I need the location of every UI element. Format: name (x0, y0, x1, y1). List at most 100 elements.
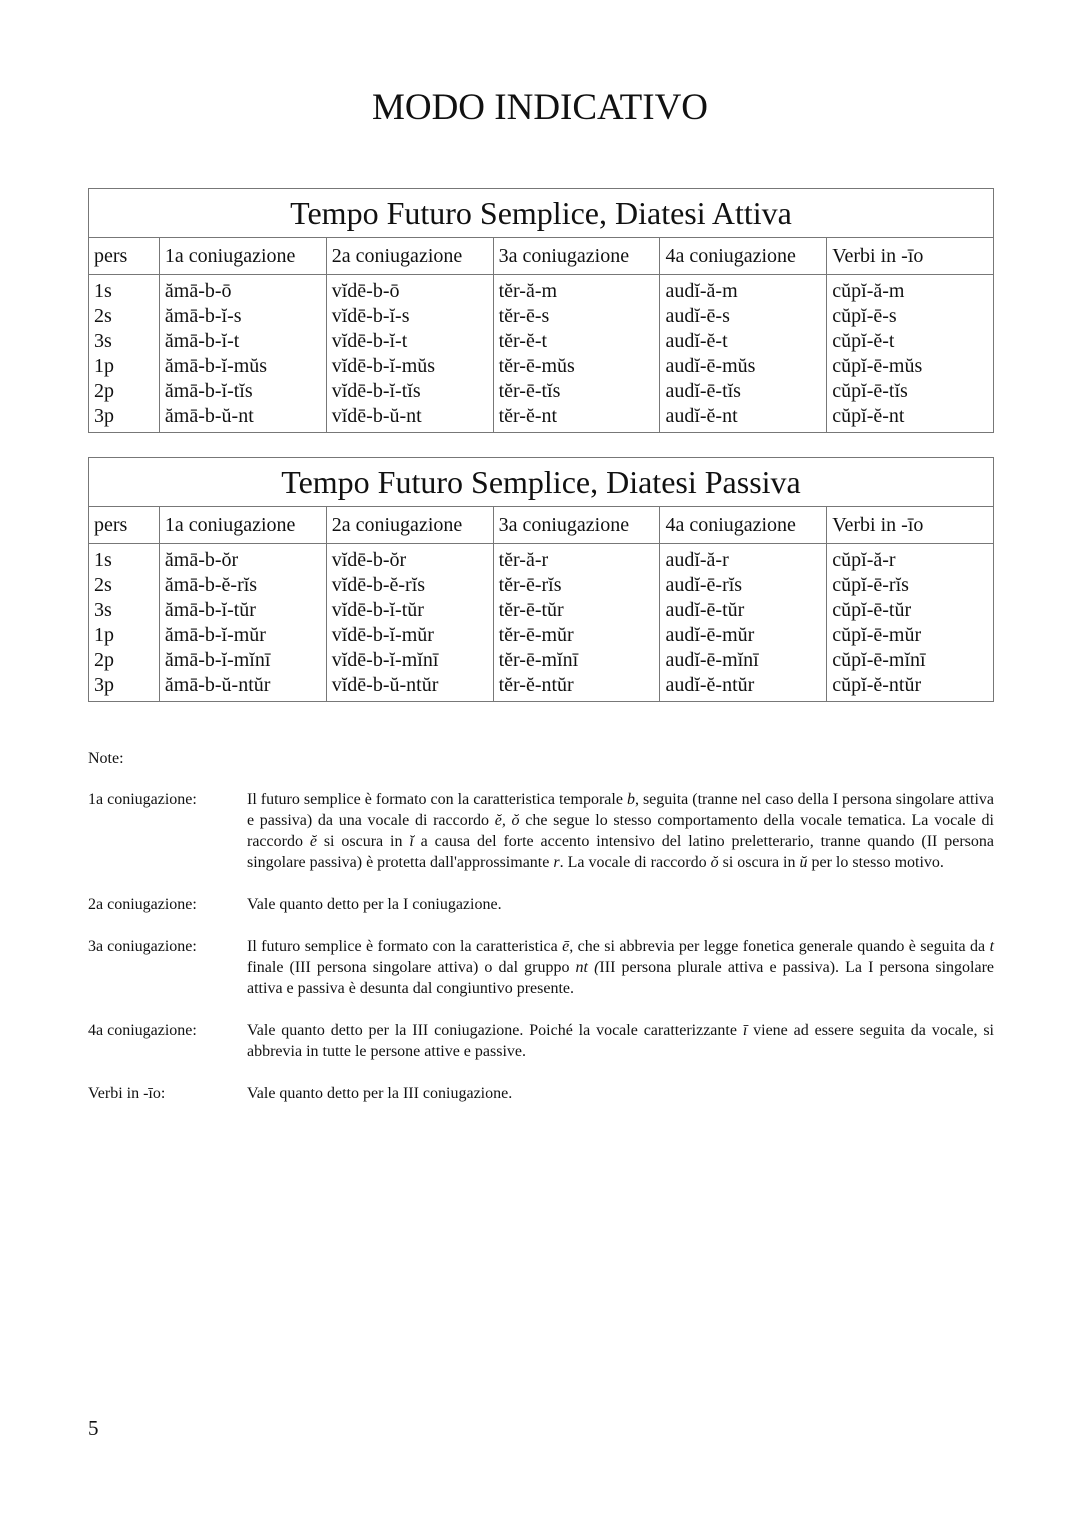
verb-form: ămā-b-ĭ-tŭr (164, 599, 256, 621)
verb-form: vĭdē-b-ĭ-mĭnī (331, 649, 439, 671)
person-label: 3s (94, 599, 112, 621)
verb-form: audĭ-ĕ-t (665, 330, 728, 352)
note-label: 2a coniugazione: (88, 896, 197, 913)
italic-term: ŭ (799, 854, 808, 871)
note-label: 4a coniugazione: (88, 1022, 197, 1039)
person-label: 3p (94, 405, 114, 427)
column-header: 3a coniugazione (492, 506, 661, 544)
note-item: Verbi in -īo: Vale quanto detto per la II… (88, 1083, 994, 1104)
italic-term: ĕ (309, 833, 317, 850)
verb-form: ămā-b-ŏr (164, 549, 239, 571)
forms-row: 1s 2s 3s 1p 2p 3p ămā-b-ŏr ămā-b-ĕ-rĭs ămā-b-ĭ-t… (88, 543, 994, 702)
verb-form: cŭpĭ-ē-s (832, 305, 897, 327)
verb-form: tĕr-ĕ-nt (498, 405, 558, 427)
person-label: 1s (94, 280, 112, 302)
verb-form: cŭpĭ-ē-tŭr (832, 599, 912, 621)
table-title-row: Tempo Futuro Semplice, Diatesi Attiva (88, 188, 994, 238)
verb-form: vĭdē-b-ō (331, 280, 400, 302)
note-text-segment: Il futuro semplice è formato con la cara… (247, 791, 627, 808)
person-label: 3p (94, 674, 114, 696)
forms-row: 1s 2s 3s 1p 2p 3p ămā-b-ō ămā-b-ĭ-s ămā-b-ĭ-t ămā… (88, 274, 994, 433)
verb-form: tĕr-ē-tŭr (498, 599, 564, 621)
forms-column: tĕr-ă-m tĕr-ē-s tĕr-ĕ-t tĕr-ē-mŭs tĕr-ē-tĭs t… (492, 274, 661, 433)
verb-form: tĕr-ă-r (498, 549, 549, 571)
verb-form: tĕr-ē-mŭs (498, 355, 575, 377)
note-text: Vale quanto detto per la III coniugazion… (247, 1083, 994, 1104)
verb-form: tĕr-ē-mŭr (498, 624, 574, 646)
note-item: 2a coniugazione: Vale quanto detto per la… (88, 894, 994, 915)
note-text-segment: per lo stesso motivo. (807, 854, 944, 871)
note-text-segment: Vale quanto detto per la I coniugazione. (247, 896, 502, 913)
note-text: Il futuro semplice è formato con la cara… (247, 936, 994, 999)
header-row: pers 1a coniugazione 2a coniugazione 3a con… (88, 506, 994, 544)
verb-form: audĭ-ē-tĭs (665, 380, 741, 402)
verb-form: ămā-b-ŭ-nt (164, 405, 254, 427)
italic-term: ĕ, ŏ (494, 812, 520, 829)
verb-form: ămā-b-ĕ-rĭs (164, 574, 258, 596)
column-header: pers (88, 237, 160, 275)
forms-column: audĭ-ă-r audĭ-ē-rĭs audĭ-ē-tŭr audĭ-ē-mŭr au… (659, 543, 828, 702)
verb-form: cŭpĭ-ē-mĭnī (832, 649, 926, 671)
italic-term: ĭ (409, 833, 414, 850)
verb-form: audĭ-ă-r (665, 549, 729, 571)
verb-form: vĭdē-b-ĕ-rĭs (331, 574, 426, 596)
note-item: 4a coniugazione: Vale quanto detto per la… (88, 1020, 994, 1062)
note-text-segment: Vale quanto detto per la III coniugazion… (247, 1022, 743, 1039)
verb-form: vĭdē-b-ĭ-t (331, 330, 408, 352)
verb-form: tĕr-ē-tĭs (498, 380, 561, 402)
note-text-segment: a causa del forte accento intensivo del … (247, 833, 995, 871)
forms-column: ămā-b-ŏr ămā-b-ĕ-rĭs ămā-b-ĭ-tŭr ămā-b-ĭ-mŭ… (158, 543, 327, 702)
page-title: MODO INDICATIVO (371, 87, 709, 128)
passive-conjugation-table: Tempo Futuro Semplice, Diatesi Passiva pe… (88, 457, 994, 702)
column-header: 3a coniugazione (492, 237, 661, 275)
verb-form: cŭpĭ-ĕ-ntŭr (832, 674, 922, 696)
verb-form: cŭpĭ-ē-mŭs (832, 355, 923, 377)
column-header: 4a coniugazione (659, 506, 828, 544)
italic-term: b (626, 791, 635, 808)
note-text-segment: Il futuro semplice è formato con la cara… (247, 938, 563, 955)
verb-form: vĭdē-b-ŭ-nt (331, 405, 422, 427)
verb-form: audĭ-ē-mŭr (665, 624, 755, 646)
verb-form: audĭ-ă-m (665, 280, 738, 302)
column-header: 1a coniugazione (158, 506, 327, 544)
verb-form: tĕr-ĕ-t (498, 330, 548, 352)
note-text-segment: che segue lo stesso comportamento della … (247, 812, 994, 850)
person-column: 1s 2s 3s 1p 2p 3p (88, 274, 160, 433)
verb-form: cŭpĭ-ē-rĭs (832, 574, 909, 596)
verb-form: cŭpĭ-ē-tĭs (832, 380, 908, 402)
verb-form: audĭ-ĕ-nt (665, 405, 738, 427)
verb-form: tĕr-ē-mĭnī (498, 649, 579, 671)
verb-form: vĭdē-b-ŏr (331, 549, 407, 571)
note-label: 1a coniugazione: (88, 791, 197, 808)
forms-column: tĕr-ă-r tĕr-ē-rĭs tĕr-ē-tŭr tĕr-ē-mŭr tĕr-ē-… (492, 543, 661, 702)
verb-form: tĕr-ă-m (498, 280, 558, 302)
italic-term: ē, (562, 938, 574, 955)
notes-header: Note: (88, 750, 124, 767)
note-item: 3a coniugazione: Il futuro semplice è for… (88, 936, 994, 999)
table-title: Tempo Futuro Semplice, Diatesi Attiva (88, 188, 994, 238)
verb-form: ămā-b-ĭ-t (164, 330, 240, 352)
verb-form: tĕr-ĕ-ntŭr (498, 674, 574, 696)
column-header: 1a coniugazione (158, 237, 327, 275)
forms-column: cŭpĭ-ă-r cŭpĭ-ē-rĭs cŭpĭ-ē-tŭr cŭpĭ-ē-mŭr cŭ… (826, 543, 994, 702)
verb-form: audĭ-ē-rĭs (665, 574, 743, 596)
table-title-row: Tempo Futuro Semplice, Diatesi Passiva (88, 457, 994, 507)
person-label: 1p (94, 624, 114, 646)
column-header: 2a coniugazione (325, 506, 494, 544)
verb-form: ămā-b-ĭ-s (164, 305, 242, 327)
note-text-segment: III persona plurale attiva e passiva). L… (247, 959, 994, 997)
forms-column: audĭ-ă-m audĭ-ē-s audĭ-ĕ-t audĭ-ē-mŭs audĭ-ē… (659, 274, 828, 433)
note-text-segment: viene ad essere seguita da vocale, si ab… (247, 1022, 994, 1060)
person-label: 1s (94, 549, 112, 571)
note-text: Il futuro semplice è formato con la cara… (247, 789, 994, 873)
verb-form: ămā-b-ĭ-mŭs (164, 355, 268, 377)
verb-form: vĭdē-b-ĭ-tŭr (331, 599, 424, 621)
note-text-segment: si oscura in (718, 854, 800, 871)
note-text: Vale quanto detto per la III coniugazion… (247, 1020, 994, 1062)
note-text-segment: . La vocale di raccordo (559, 854, 711, 871)
italic-term: nt ( (575, 959, 600, 976)
verb-form: cŭpĭ-ē-mŭr (832, 624, 922, 646)
person-label: 1p (94, 355, 114, 377)
person-label: 2s (94, 305, 112, 327)
header-row: pers 1a coniugazione 2a coniugazione 3a con… (88, 237, 994, 275)
